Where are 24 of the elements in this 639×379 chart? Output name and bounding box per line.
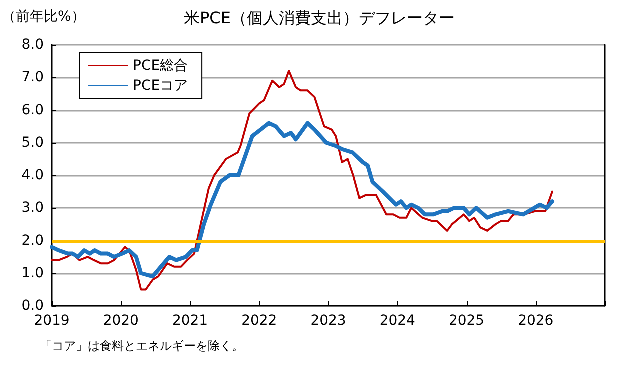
x-tick-label: 2022 (242, 313, 278, 329)
y-tick-label: 6.0 (22, 102, 44, 118)
x-tick-label: 2026 (518, 313, 554, 329)
x-tick-label: 2023 (310, 313, 346, 329)
x-tick-label: 2025 (448, 313, 485, 329)
y-tick-label: 4.0 (22, 168, 44, 184)
text: 「コア」は食料とエネルギーを除く。 (40, 339, 244, 353)
legend-label: PCEコア (133, 78, 188, 94)
y-tick-label: 5.0 (22, 134, 44, 151)
y-tick-label: 0.0 (22, 298, 44, 314)
line-series (51, 70, 554, 291)
y-tick-label: 2.0 (22, 232, 44, 249)
x-tick-label: 2021 (172, 313, 208, 329)
chart-title: 米PCE（個人消費支出）デフレーター (184, 8, 455, 28)
legend-label: PCE総合 (133, 58, 188, 74)
y-axis-title: （前年比%） (2, 9, 86, 25)
y-tick-label: 7.0 (22, 70, 44, 86)
y-tick-label: 1.0 (22, 265, 44, 282)
x-tick-label: 2024 (380, 313, 416, 329)
y-tick-label: 3.0 (22, 200, 44, 216)
x-tick-label: 2020 (103, 313, 139, 329)
x-tick-label: 2019 (34, 313, 70, 329)
y-tick-label: 8.0 (22, 37, 44, 53)
line-series (50, 121, 554, 279)
